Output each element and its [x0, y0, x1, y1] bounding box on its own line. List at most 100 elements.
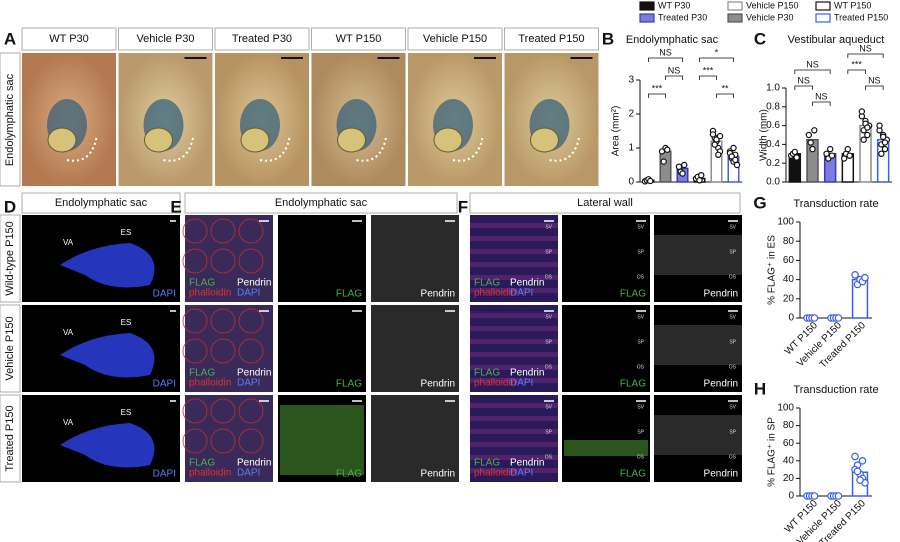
- legend-label: WT P150: [834, 0, 871, 10]
- legend-label: Treated P150: [834, 12, 888, 22]
- data-point: [709, 131, 717, 138]
- y-axis-label: Width (mm): [759, 109, 770, 161]
- data-point: [879, 133, 887, 141]
- stain-label: Pendrin: [421, 289, 455, 300]
- micrograph: [470, 215, 558, 302]
- pendrin-signal: [654, 325, 742, 365]
- data-point: [853, 467, 862, 476]
- panel-title: Endolymphatic sac: [275, 197, 368, 209]
- y-tick-label: 1.0: [766, 83, 780, 94]
- column-header: Treated P150: [518, 33, 584, 45]
- legend-swatch: [815, 1, 831, 11]
- flag-signal: [280, 405, 364, 475]
- micrograph: [654, 215, 742, 302]
- stain-label: phalloidin: [189, 288, 231, 299]
- cell-texture: [470, 442, 558, 447]
- stain-label: FLAG: [336, 289, 362, 300]
- significance-label: **: [721, 83, 729, 93]
- annotation: ES: [121, 228, 132, 237]
- stain-label: Pendrin: [704, 289, 738, 300]
- stain-label: DAPI: [153, 289, 176, 300]
- y-tick-label: 60: [783, 438, 795, 449]
- header-box: [504, 27, 599, 51]
- data-point: [696, 177, 703, 184]
- stain-label: FLAG: [336, 379, 362, 390]
- significance-bracket: [812, 101, 831, 106]
- layer-label: SP: [545, 429, 552, 435]
- y-tick-label: 20: [783, 293, 795, 304]
- aqueduct: [144, 127, 173, 153]
- outline: [452, 134, 484, 162]
- layer-label: SP: [729, 429, 736, 435]
- cell-texture: [182, 248, 208, 274]
- layer-label: SP: [637, 429, 644, 435]
- header-box: [311, 27, 406, 51]
- data-point: [878, 150, 885, 157]
- data-point: [826, 145, 834, 153]
- data-point: [864, 124, 871, 131]
- layer-label: SV: [637, 224, 644, 230]
- panel-letter: C: [754, 29, 766, 48]
- micrograph: [470, 305, 558, 392]
- panel-letter: E: [170, 197, 181, 216]
- row-label-box: [0, 394, 21, 483]
- significance-label: NS: [806, 59, 819, 69]
- significance-label: NS: [859, 43, 872, 53]
- panel-title: Lateral wall: [577, 197, 633, 209]
- data-point: [679, 170, 686, 177]
- data-point: [711, 141, 718, 148]
- stain-label: FLAG: [620, 289, 646, 300]
- cell-texture: [210, 338, 236, 364]
- layer-label: OS: [637, 274, 645, 280]
- data-point: [811, 127, 818, 134]
- data-point: [791, 148, 799, 156]
- stain-label: FLAG: [474, 368, 500, 379]
- cell-texture: [210, 308, 236, 334]
- stain-label: phalloidin: [189, 378, 231, 389]
- cell-texture: [182, 338, 208, 364]
- data-point: [851, 452, 859, 461]
- legend-swatch: [815, 13, 831, 23]
- significance-label: NS: [797, 75, 810, 85]
- cell-texture: [238, 218, 264, 244]
- micrograph: [562, 395, 650, 482]
- cell-texture: [470, 429, 558, 434]
- significance-bracket: [794, 85, 813, 90]
- stain-label: Pendrin: [510, 368, 544, 379]
- layer-label: SV: [545, 314, 552, 320]
- stain-label: DAPI: [237, 288, 260, 299]
- data-point: [846, 152, 853, 159]
- y-tick-label: 0.6: [766, 120, 780, 131]
- layer-label: SV: [637, 314, 644, 320]
- stain-label: FLAG: [620, 379, 646, 390]
- data-point: [681, 161, 688, 169]
- legend-swatch: [727, 1, 743, 11]
- data-point: [664, 146, 671, 153]
- outline: [549, 134, 581, 162]
- stain-label: Pendrin: [421, 379, 455, 390]
- cell-texture: [210, 248, 236, 274]
- cell-texture: [470, 275, 558, 280]
- row-label: Endolymphatic sac: [4, 73, 16, 166]
- cell-texture: [470, 403, 558, 408]
- stain-label: FLAG: [620, 469, 646, 480]
- y-tick-label: 0.8: [766, 101, 780, 112]
- cell-texture: [182, 308, 208, 334]
- cell-texture: [470, 288, 558, 293]
- stain-label: FLAG: [189, 278, 215, 289]
- cell-texture: [182, 398, 208, 424]
- panel-letter: F: [458, 197, 468, 216]
- y-tick-label: 3: [628, 75, 634, 86]
- bar: [659, 150, 672, 183]
- data-point: [881, 139, 889, 146]
- header-box: [118, 27, 213, 51]
- y-axis-label: Area (mm²): [611, 106, 622, 157]
- header-box: [21, 192, 181, 214]
- layer-label: SV: [637, 404, 644, 410]
- stain-label: Pendrin: [510, 458, 544, 469]
- layer-label: OS: [545, 274, 553, 280]
- significance-label: ***: [851, 59, 862, 69]
- aqueduct: [240, 127, 270, 153]
- data-point: [698, 171, 705, 179]
